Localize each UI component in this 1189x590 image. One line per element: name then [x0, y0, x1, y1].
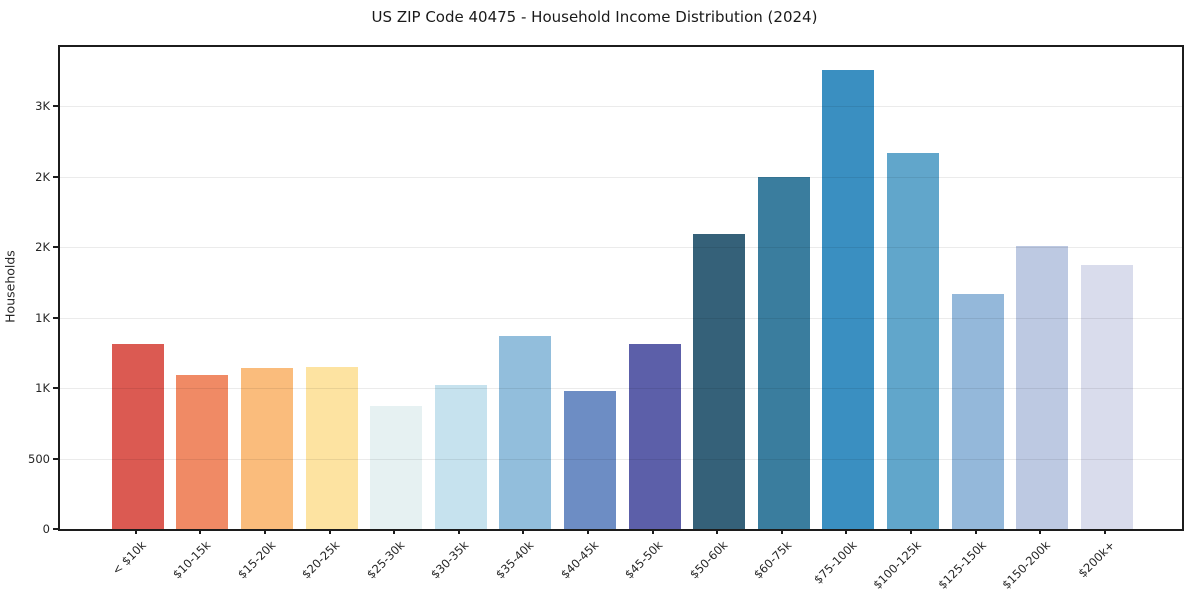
xtick-mark-$100-125k	[910, 529, 912, 534]
xtick-mark-$10-15k	[199, 529, 202, 534]
plot-area	[58, 45, 1184, 531]
bar-$30-35k	[434, 385, 487, 529]
gridline-500	[60, 458, 1182, 460]
xtick-mark-$60-75k	[780, 529, 783, 534]
ytick-label-3000: 3K	[35, 99, 50, 114]
xtick-label-$100-125k: $100-125k	[870, 538, 924, 590]
bar-$10-15k	[176, 374, 229, 529]
gridline-1000	[60, 388, 1182, 390]
xtick-label-$35-40k: $35-40k	[492, 538, 537, 582]
xtick-label-$50-60k: $50-60k	[686, 538, 731, 582]
ytick-mark-500	[53, 457, 58, 460]
bar-$25-30k	[370, 405, 423, 529]
xtick-mark-$20-25k	[328, 529, 331, 534]
xtick-mark-$35-40k	[522, 529, 525, 534]
ytick-label-1000: 1K	[35, 381, 50, 396]
xtick-label-$15-20k: $15-20k	[234, 538, 278, 582]
ytick-mark-0	[53, 528, 58, 530]
ytick-mark-2000	[53, 246, 58, 249]
ytick-mark-1000	[53, 387, 58, 390]
xtick-label-$75-100k: $75-100k	[810, 538, 860, 587]
xtick-mark-$125-150k	[974, 529, 977, 534]
ytick-label-2500: 2K	[35, 169, 50, 184]
xtick-label-< $10k: < $10k	[109, 538, 149, 578]
xtick-label-$25-30k: $25-30k	[363, 538, 408, 582]
xtick-mark-$45-50k	[651, 529, 654, 534]
ytick-mark-1500	[53, 316, 58, 319]
bar-$200k+	[1080, 265, 1133, 529]
xtick-label-$20-25k: $20-25k	[299, 538, 343, 582]
xtick-mark-$150-200k	[1039, 529, 1042, 534]
xtick-mark-< $10k	[134, 529, 137, 534]
bar-$45-50k	[628, 344, 681, 529]
gridline-2000	[60, 247, 1182, 249]
xtick-label-$40-45k: $40-45k	[557, 538, 601, 582]
bar-$75-100k	[822, 69, 875, 529]
bar-$15-20k	[241, 367, 293, 529]
xtick-label-$200k+: $200k+	[1075, 538, 1118, 581]
gridline-3000	[60, 106, 1182, 108]
xtick-mark-$40-45k	[587, 529, 589, 534]
bar-$50-60k	[693, 234, 746, 529]
ytick-mark-3000	[53, 105, 58, 108]
ytick-label-2000: 2K	[35, 240, 50, 255]
bar-< $10k	[111, 344, 164, 529]
gridline-2500	[60, 176, 1182, 178]
bar-$100-125k	[887, 152, 939, 529]
ytick-mark-2500	[53, 175, 58, 178]
bar-$35-40k	[499, 335, 552, 529]
ytick-label-0: 0	[42, 522, 50, 536]
xtick-mark-$200k+	[1103, 529, 1106, 534]
xtick-label-$10-15k: $10-15k	[169, 538, 214, 582]
xtick-label-$150-200k: $150-200k	[999, 538, 1054, 590]
xtick-mark-$15-20k	[264, 529, 266, 534]
ytick-label-1500: 1K	[35, 310, 50, 325]
xtick-label-$60-75k: $60-75k	[751, 538, 795, 582]
xtick-label-$45-50k: $45-50k	[622, 538, 666, 582]
bar-$150-200k	[1016, 245, 1069, 529]
xtick-mark-$25-30k	[393, 529, 396, 534]
xtick-label-$125-150k: $125-150k	[934, 538, 989, 590]
xtick-mark-$50-60k	[716, 529, 719, 534]
gridline-1500	[60, 317, 1182, 319]
bar-$60-75k	[757, 176, 810, 529]
xtick-mark-$75-100k	[845, 529, 848, 534]
bar-$40-45k	[564, 390, 616, 529]
xtick-mark-$30-35k	[457, 529, 460, 534]
chart-title: US ZIP Code 40475 - Household Income Dis…	[371, 8, 818, 26]
bar-$125-150k	[951, 293, 1004, 529]
xtick-label-$30-35k: $30-35k	[428, 538, 472, 582]
ytick-label-500: 500	[28, 451, 50, 466]
bar-$20-25k	[305, 366, 358, 529]
